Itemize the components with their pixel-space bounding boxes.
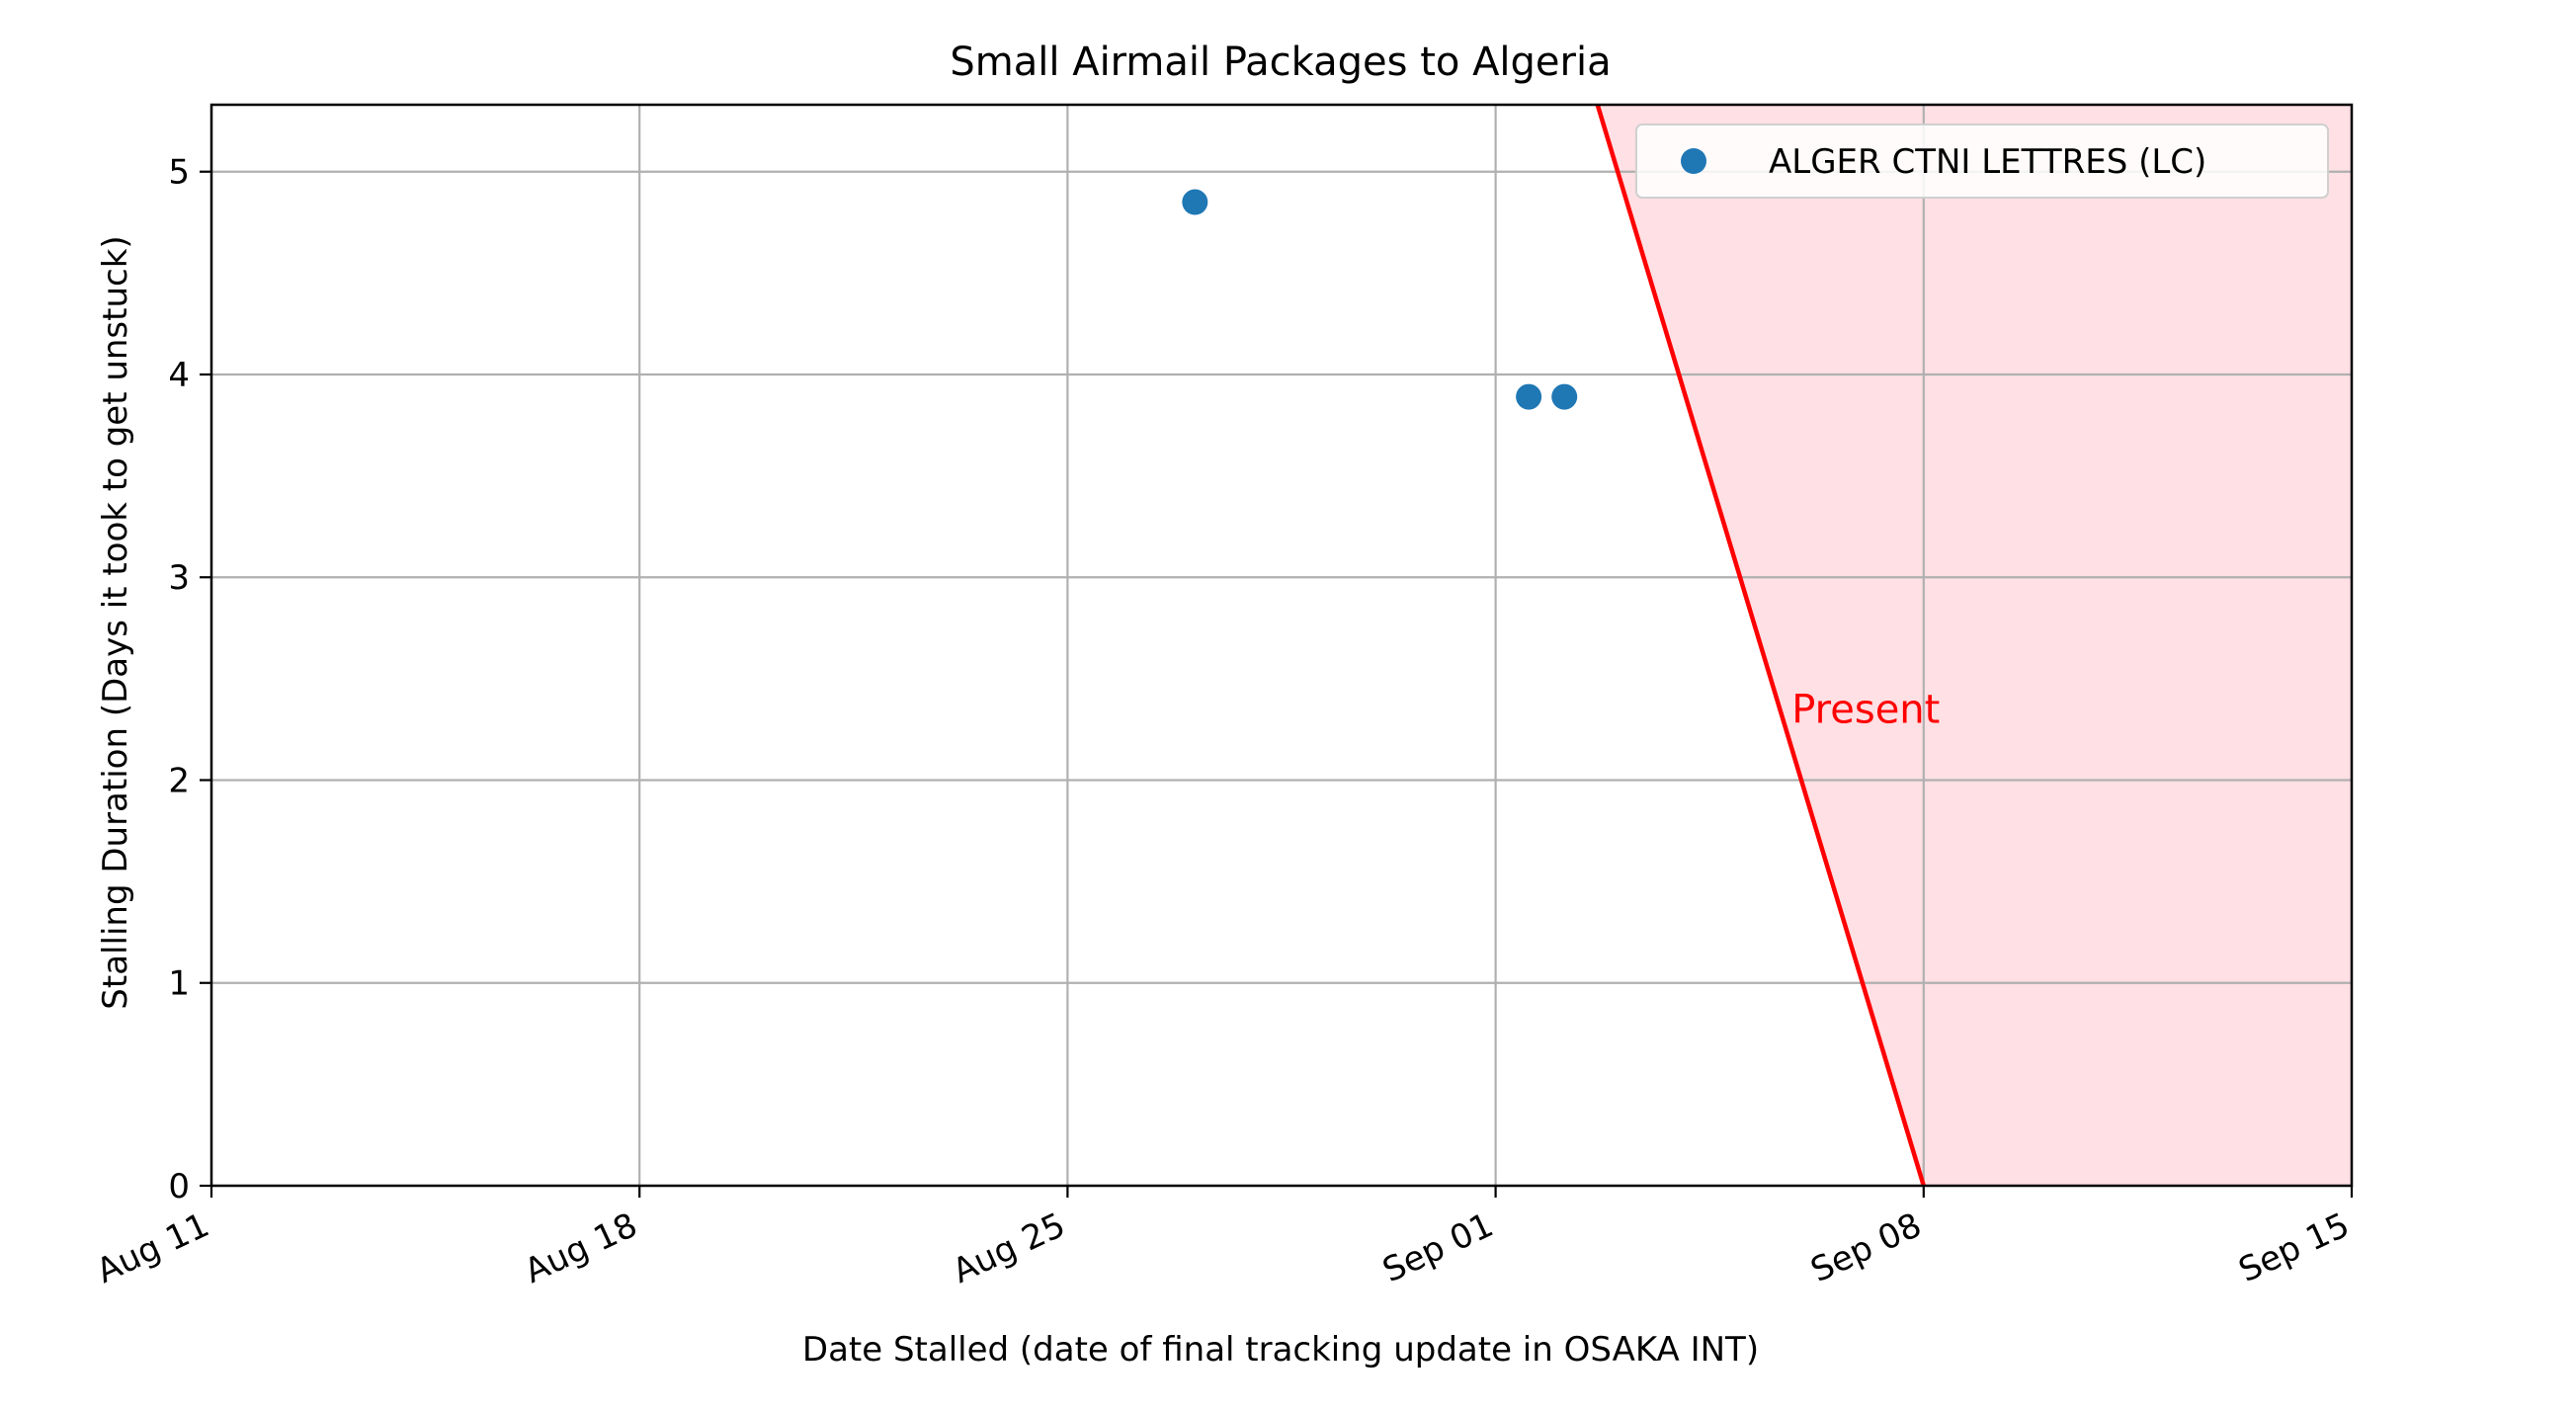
chart-title: Small Airmail Packages to Algeria: [950, 40, 1611, 85]
data-point: [1516, 383, 1542, 410]
present-line: [1595, 105, 1926, 1186]
y-tick-label: 4: [168, 356, 190, 395]
legend-label: ALGER CTNI LETTRES (LC): [1769, 142, 2206, 182]
present-label: Present: [1791, 688, 1940, 733]
y-axis-label: Stalling Duration (Days it took to get u…: [96, 235, 135, 1009]
y-tick-label: 3: [168, 558, 190, 598]
legend-marker: [1681, 148, 1706, 174]
legend: ALGER CTNI LETTRES (LC): [1635, 124, 2329, 199]
data-point: [1182, 189, 1208, 215]
y-tick-label: 2: [168, 761, 190, 800]
legend-box: [1635, 124, 2329, 199]
y-tick-label: 0: [168, 1167, 190, 1206]
x-axis-label: Date Stalled (date of final tracking upd…: [802, 1330, 1759, 1370]
plot-content: Present: [211, 105, 2352, 1186]
data-point: [1551, 383, 1578, 410]
y-tick-label: 5: [168, 153, 190, 193]
axes-frame: [209, 103, 2354, 1188]
y-tick-label: 1: [168, 964, 190, 1004]
